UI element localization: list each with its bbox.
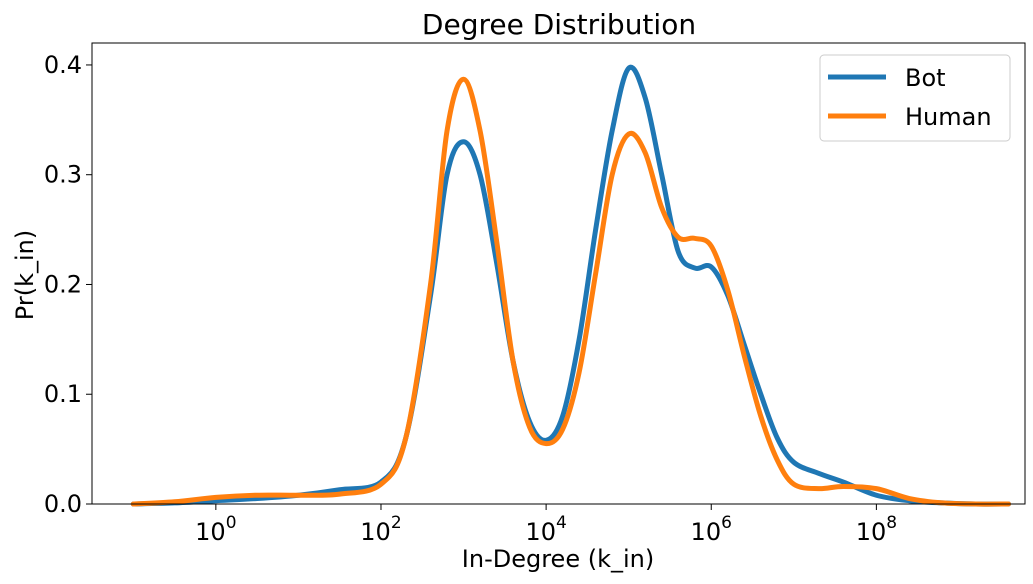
plot-frame <box>91 42 1026 505</box>
legend-label-bot: Bot <box>905 64 946 92</box>
chart-title: Degree Distribution <box>422 8 696 41</box>
x-axis: 100 102 104 106 108 <box>195 504 897 546</box>
series-line-human <box>130 76 1011 507</box>
x-tick-label: 108 <box>856 513 897 546</box>
y-tick-label: 0.4 <box>44 51 82 79</box>
plot-area <box>91 42 1026 507</box>
x-axis-label: In-Degree (k_in) <box>462 545 654 573</box>
x-tick-label: 104 <box>525 513 566 546</box>
x-tick-label: 106 <box>691 513 732 546</box>
y-tick-label: 0.1 <box>44 380 82 408</box>
y-axis: 0.0 0.1 0.2 0.3 0.4 <box>44 51 92 518</box>
x-tick-label: 100 <box>195 513 236 546</box>
legend-label-human: Human <box>905 103 992 131</box>
y-axis-label: Pr(k_in) <box>11 230 39 320</box>
x-tick-label: 102 <box>360 513 401 546</box>
y-tick-label: 0.2 <box>44 270 82 298</box>
y-tick-label: 0.0 <box>44 490 82 518</box>
legend: Bot Human <box>819 54 1011 142</box>
y-tick-label: 0.3 <box>44 161 82 189</box>
series-layer <box>130 64 1011 507</box>
